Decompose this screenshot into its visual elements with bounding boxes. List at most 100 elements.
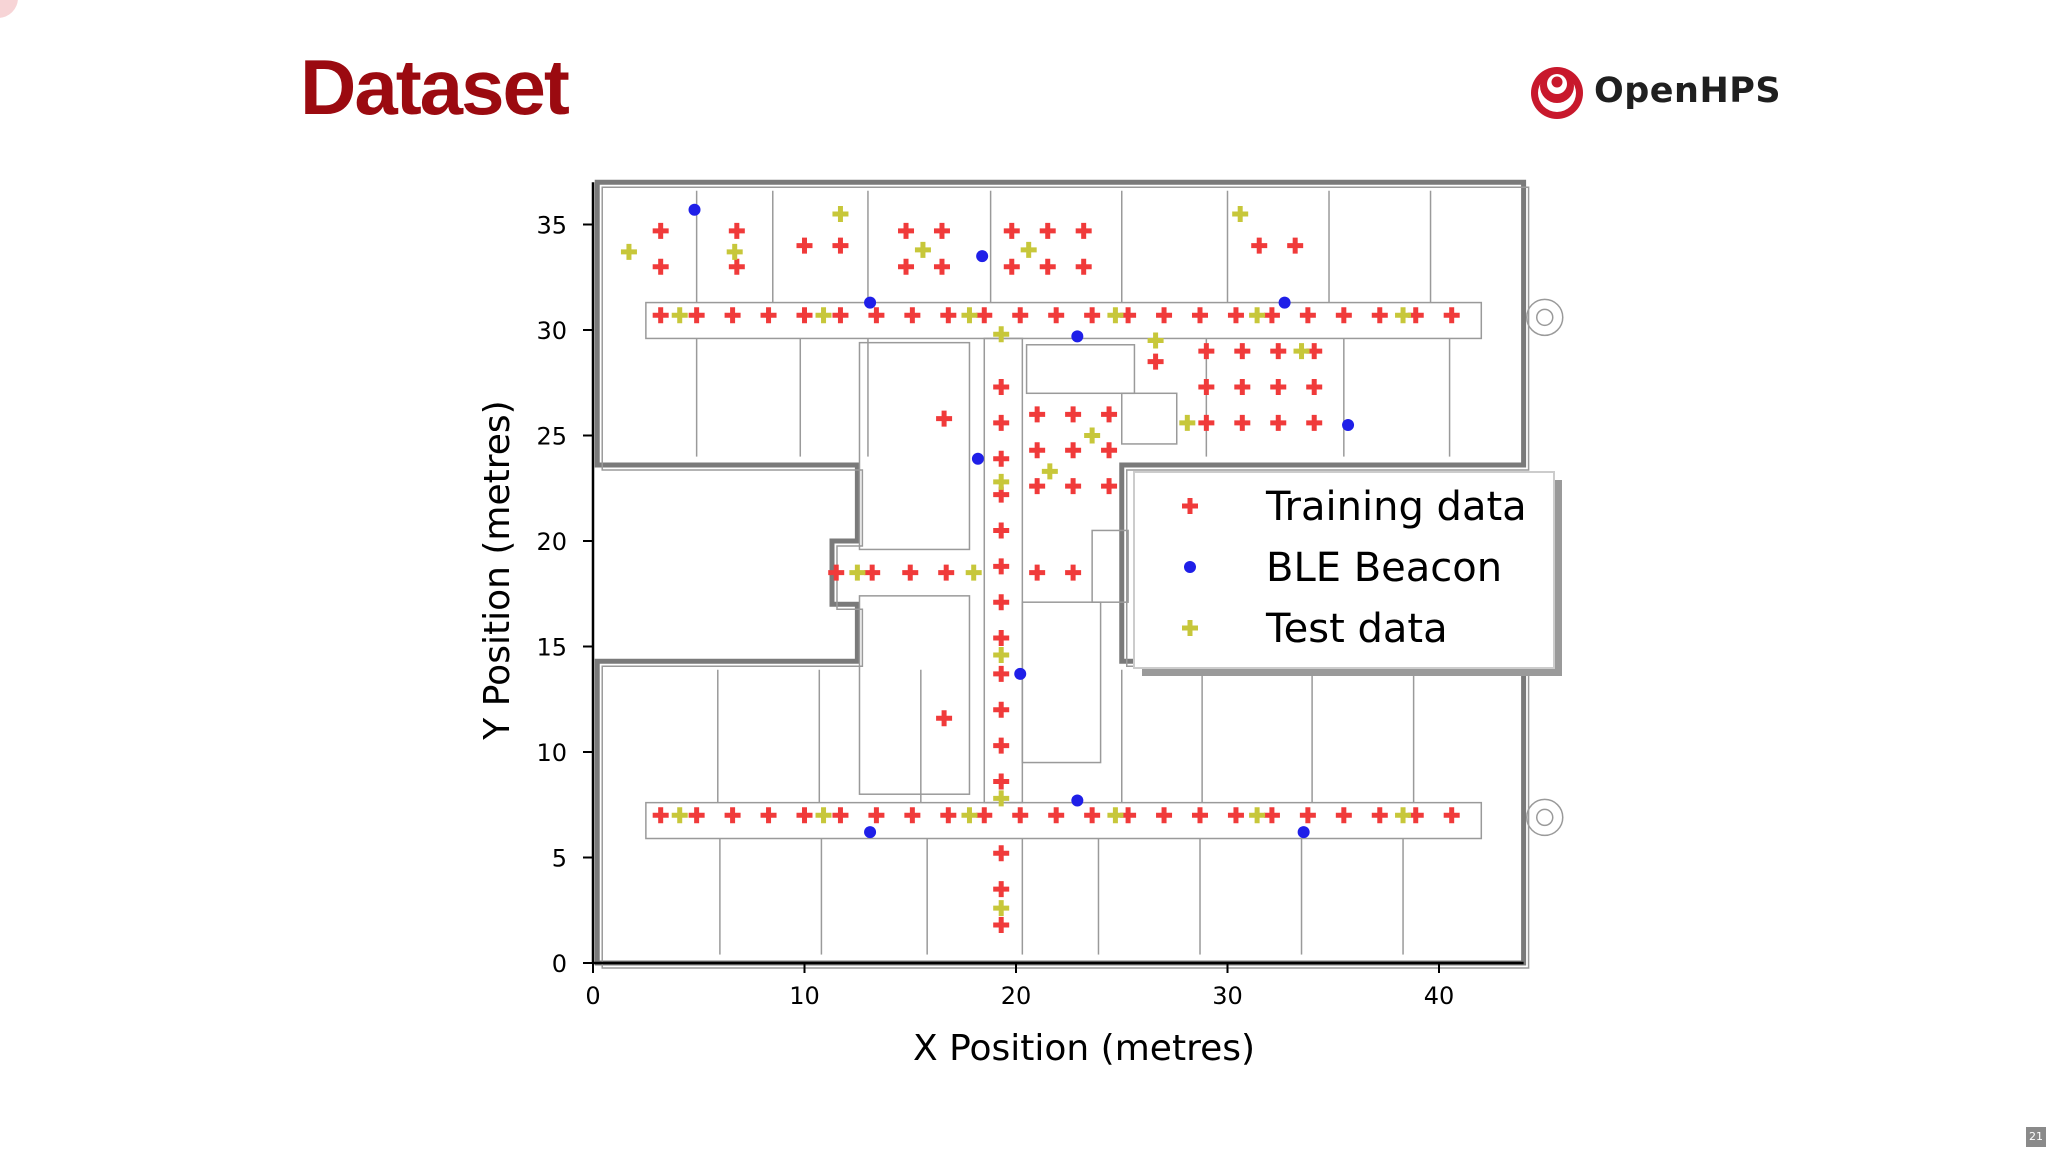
test-data-point [815,807,832,824]
test-data-point [993,646,1010,663]
x-tick-label: 20 [1001,982,1032,1010]
training-data-point [760,807,777,824]
training-data-point [1084,307,1101,324]
training-data-point [728,258,745,275]
training-data-point [993,701,1010,718]
spiral-stair-upper-core [1536,308,1554,327]
test-data-point [726,243,743,260]
test-data-point [993,326,1010,343]
training-data-point [904,307,921,324]
training-data-point [1048,307,1065,324]
training-data-point [904,807,921,824]
test-data-point [1232,205,1249,222]
test-data-point [1084,427,1101,444]
ble-beacon-point [1071,794,1084,807]
training-data-point [902,564,919,581]
training-data-point [828,564,845,581]
test-data-point [620,243,637,260]
test-data-point [1147,332,1164,349]
test-data-point [965,564,982,581]
training-data-point [993,450,1010,467]
training-data-point [1101,442,1118,459]
training-data-point [1198,343,1215,360]
test-data-point [671,807,688,824]
open-room [1021,601,1102,764]
training-data-point [993,630,1010,647]
training-data-point [1234,343,1251,360]
legend-test-marker [1182,620,1198,636]
training-data-point [1084,807,1101,824]
spiral-stair-lower-core [1536,808,1554,827]
training-data-point [796,237,813,254]
test-data-point [993,473,1010,490]
training-data-point [1039,222,1056,239]
ble-beacon-point [864,826,877,839]
y-tick-label: 30 [536,317,567,345]
ble-beacon-point [1014,667,1027,680]
test-data-point [961,307,978,324]
training-data-point [993,522,1010,539]
training-data-point [832,807,849,824]
training-data-point [1251,237,1268,254]
training-data-point [728,222,745,239]
training-data-point [993,737,1010,754]
ble-beacon-point [864,296,877,309]
training-data-point [898,258,915,275]
training-data-point [1156,307,1173,324]
spiral-stair-upper [1526,298,1564,337]
training-data-point [1075,258,1092,275]
page-number: 21 [2026,1127,2046,1147]
training-data-point [724,307,741,324]
training-data-point [1263,807,1280,824]
training-data-point [993,881,1010,898]
training-data-point [993,665,1010,682]
training-data-point [1029,478,1046,495]
training-data-point [832,307,849,324]
openhps-logo-icon [1531,67,1583,119]
legend-label: Test data [1265,606,1448,652]
training-data-point [1443,807,1460,824]
toilet-block-upper [858,341,971,551]
training-data-point [1075,222,1092,239]
training-data-point [868,307,885,324]
training-data-point [796,807,813,824]
training-data-point [993,594,1010,611]
training-data-point [1234,414,1251,431]
ble-beacon-point [1071,330,1084,343]
training-data-point [1299,307,1316,324]
training-data-point [1371,807,1388,824]
training-data-point [898,222,915,239]
test-data-point [1395,307,1412,324]
test-data-point [1249,307,1266,324]
training-data-point [1443,307,1460,324]
training-data-point [936,710,953,727]
training-data-point [1192,807,1209,824]
training-data-point [652,222,669,239]
test-data-point [1249,807,1266,824]
training-data-point [1101,406,1118,423]
spiral-stair-lower [1526,798,1564,837]
y-tick-label: 35 [536,212,567,240]
test-data-point [961,807,978,824]
training-data-point [976,807,993,824]
training-data-point [652,807,669,824]
training-data-point [760,307,777,324]
training-data-point [1101,478,1118,495]
training-data-point [1147,353,1164,370]
training-data-point [864,564,881,581]
training-data-point [832,237,849,254]
test-data-point [1395,807,1412,824]
test-data-point [815,307,832,324]
training-data-point [1198,414,1215,431]
training-data-point [1029,564,1046,581]
chart-legend: Training data BLE Beacon Test data [1133,471,1562,676]
training-data-point [1270,414,1287,431]
test-data-point [1179,414,1196,431]
training-data-point [933,258,950,275]
y-axis-label: Y Position (metres) [477,400,518,740]
y-tick-label: 5 [552,845,567,873]
corridor-lower [645,801,1483,840]
ble-beacon-point [1278,296,1291,309]
training-data-point [1012,807,1029,824]
